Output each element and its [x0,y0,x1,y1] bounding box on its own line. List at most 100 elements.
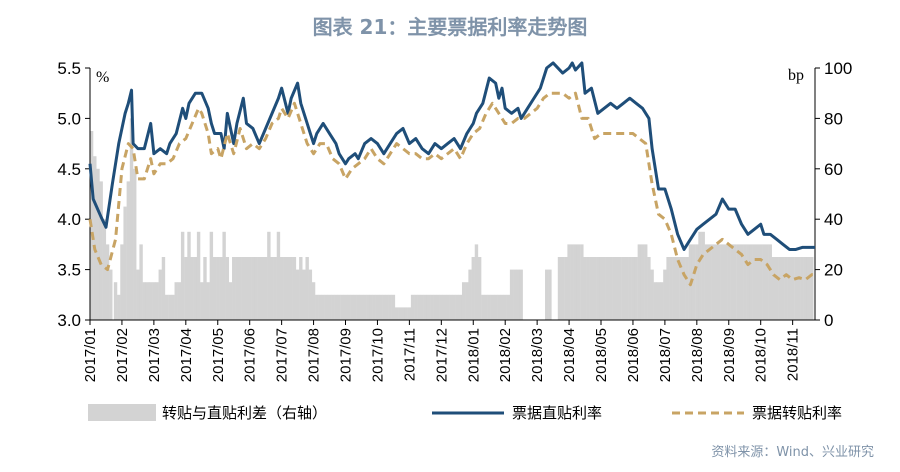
spread-bar [612,257,616,320]
x-tick-label: 2017/07 [274,328,291,382]
spread-bar [299,257,303,320]
spread-bar [209,231,214,320]
spread-bar [331,294,335,320]
spread-bar [442,294,447,320]
spread-bar [206,282,210,320]
spread-bar [663,269,667,320]
spread-bar [452,294,456,320]
spread-bar [650,269,654,320]
spread-bar [321,294,325,320]
spread-bar [414,294,418,320]
spread-bar [177,282,182,320]
spread-bar [666,257,670,320]
spread-bar [200,282,204,320]
spread-bar [404,307,408,320]
spread-bar [567,244,571,320]
spread-bar [433,294,437,320]
spread-bar [765,244,769,320]
spread-bar [608,257,613,320]
spread-bar [359,294,364,320]
spread-bar [672,257,677,320]
lines-layer [88,61,815,287]
spread-bar [589,257,594,320]
spread-bar [292,257,297,320]
spread-bar [222,231,226,320]
spread-bar [350,294,354,320]
spread-bar [142,282,146,320]
spread-bar [267,231,271,320]
spread-bar [102,219,107,320]
spread-bar [378,294,383,320]
spread-bar [503,294,507,320]
spread-bar [270,257,274,320]
left-tick-label: 5.5 [57,59,81,78]
spread-bar [286,257,290,320]
spread-bar [806,257,811,320]
spread-bar [426,294,431,320]
left-tick-label: 3.5 [57,261,81,280]
spread-bar [340,294,345,320]
spread-bar [592,257,597,320]
spread-bar [410,294,415,320]
spread-bar [669,257,673,320]
spread-bar [465,282,469,320]
spread-bar [720,244,725,320]
spread-bar [685,257,689,320]
spread-bar [586,257,590,320]
spread-bar [516,269,520,320]
x-tick-label: 2018/07 [657,328,674,382]
spread-bar [656,282,661,320]
spread-bar [458,294,463,320]
spread-bar [347,294,351,320]
spread-bar [254,257,258,320]
right-tick-label: 40 [824,210,843,229]
spread-bar [283,257,287,320]
spread-bar [93,156,97,320]
legend-swatch-spread [88,404,156,421]
spread-bar [196,231,201,320]
spread-bar [276,231,281,320]
right-tick-label: 100 [824,59,852,78]
spread-bar [631,257,635,320]
spread-bar [484,294,488,320]
right-tick-label: 60 [824,160,843,179]
x-tick-label: 2017/12 [433,328,450,382]
spread-bar [497,294,501,320]
spread-bar [557,257,562,320]
spread-bar [362,294,367,320]
spread-bar [573,244,578,320]
spread-bar [238,257,242,320]
spread-bar [366,294,370,320]
spread-bar [621,257,626,320]
spread-bar [168,294,172,320]
spread-bar [468,269,472,320]
x-tick-label: 2018/11 [785,328,802,381]
spread-bar [714,244,718,320]
legend-label-direct: 票据直贴利率 [512,404,602,422]
spread-bar [545,269,549,320]
spread-bar [158,269,162,320]
spread-bar [117,294,121,320]
left-tick-label: 3.0 [57,311,81,330]
direct-discount-rate-line [88,61,815,251]
spread-bar [762,244,766,320]
spread-bar [784,257,788,320]
spread-bar [513,269,517,320]
spread-bar [388,294,392,320]
right-y-axis: 0 20 40 60 80 100 [815,59,852,330]
spread-bar [727,244,731,320]
spread-bar [187,231,191,320]
left-tick-label: 4.0 [57,210,81,229]
spread-bar [382,294,386,320]
spread-bar [628,257,632,320]
legend-label-spread: 转贴与直贴利差（右轴） [162,404,327,422]
spread-bar [263,257,268,320]
spread-bar [420,294,424,320]
left-tick-label: 5.0 [57,109,81,128]
spread-bar [752,244,757,320]
spread-bar [810,257,814,320]
spread-bar [446,294,450,320]
spread-bar [794,257,798,320]
spread-bar [155,282,159,320]
spread-bar [99,181,103,320]
